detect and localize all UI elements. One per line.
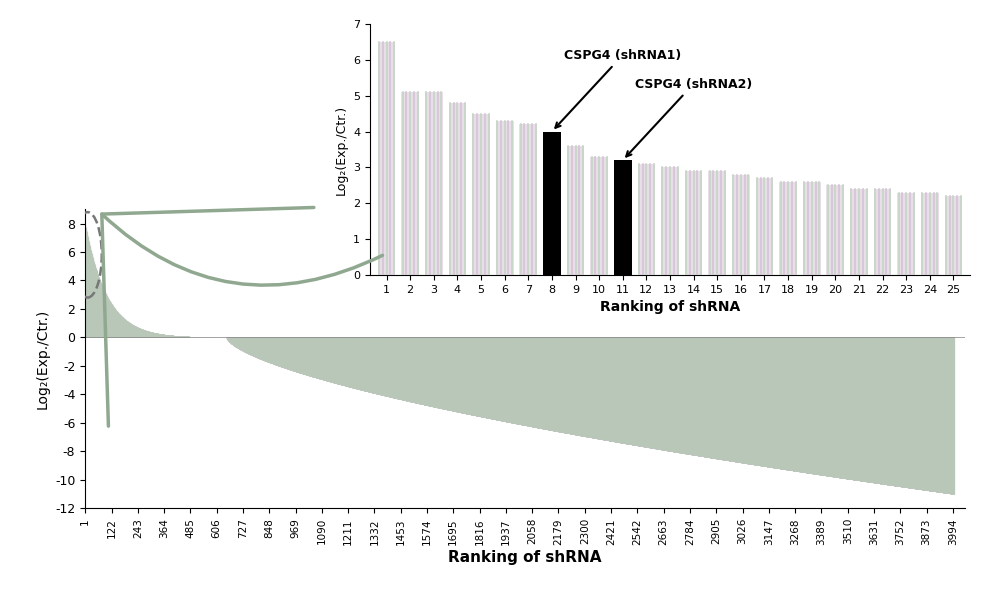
Bar [803, 182, 821, 275]
Bar [661, 167, 679, 275]
Bar [897, 193, 915, 275]
Y-axis label: Log₂(Exp./Ctr.): Log₂(Exp./Ctr.) [335, 105, 348, 194]
Bar [567, 146, 584, 275]
X-axis label: Ranking of shRNA: Ranking of shRNA [600, 300, 740, 315]
Bar [449, 103, 466, 275]
Bar [826, 185, 844, 275]
Bar [614, 160, 632, 275]
Bar [401, 92, 419, 275]
Bar [519, 124, 537, 275]
Y-axis label: Log₂(Exp./Ctr.): Log₂(Exp./Ctr.) [35, 309, 49, 409]
Bar [472, 114, 490, 275]
Text: CSPG4 (shRNA2): CSPG4 (shRNA2) [626, 78, 752, 157]
Bar [590, 157, 608, 275]
Bar [638, 164, 655, 275]
X-axis label: Ranking of shRNA: Ranking of shRNA [448, 550, 602, 565]
Bar [543, 132, 561, 275]
Bar [779, 182, 797, 275]
Bar [874, 189, 891, 275]
Bar [850, 189, 868, 275]
Bar [921, 193, 939, 275]
Bar [756, 178, 773, 275]
Bar [425, 92, 443, 275]
Bar [378, 42, 395, 275]
Bar [685, 171, 702, 275]
Text: CSPG4 (shRNA1): CSPG4 (shRNA1) [555, 49, 681, 128]
Bar [708, 171, 726, 275]
Bar [496, 121, 514, 275]
Bar [945, 196, 962, 275]
Bar [732, 175, 750, 275]
